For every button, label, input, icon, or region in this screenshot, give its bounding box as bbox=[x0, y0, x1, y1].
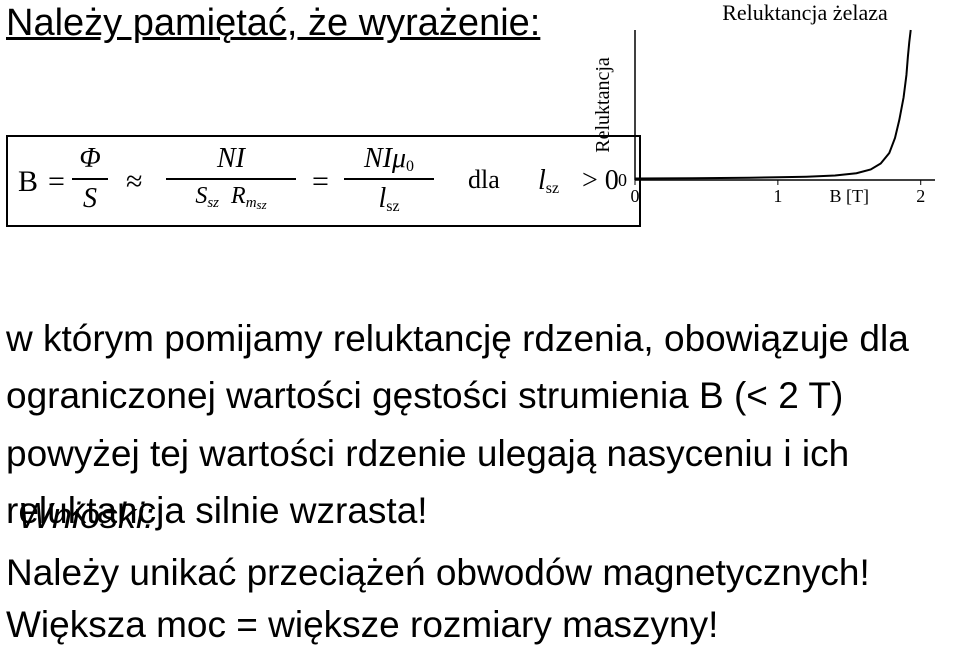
formula-B: B bbox=[18, 165, 38, 199]
heading: Należy pamiętać, że wyrażenie: bbox=[6, 2, 540, 45]
NI-1: NI bbox=[166, 143, 296, 175]
chart-svg: 0120B [T]ReluktancjaReluktancja żelaza bbox=[591, 0, 945, 214]
frac-NI-over-SszRm: NI Ssz Rmsz bbox=[166, 143, 296, 210]
formula-eq2: = bbox=[312, 165, 329, 199]
svg-text:B [T]: B [T] bbox=[830, 186, 870, 206]
SszRmsz: Ssz Rmsz bbox=[166, 183, 296, 210]
conclusion-1: Należy unikać przeciążeń obwodów magnety… bbox=[6, 552, 870, 594]
NImu0: NIμ0 bbox=[344, 143, 434, 175]
svg-text:Reluktancja żelaza: Reluktancja żelaza bbox=[722, 0, 888, 25]
formula-eq1: = bbox=[48, 165, 65, 199]
S: S bbox=[72, 183, 108, 215]
reluctance-chart: 0120B [T]ReluktancjaReluktancja żelaza bbox=[591, 0, 945, 219]
svg-text:2: 2 bbox=[916, 186, 925, 206]
formula-lsz: lsz bbox=[538, 165, 559, 197]
frac-NImu0-over-lsz: NIμ0 lsz bbox=[344, 143, 434, 215]
body-line-3: powyżej tej wartości rdzenie ulegają nas… bbox=[6, 433, 849, 474]
formula-approx: ≈ bbox=[126, 165, 142, 199]
phi: Φ bbox=[72, 143, 108, 175]
formula-box: B = Φ S ≈ NI Ssz Rmsz = NIμ0 bbox=[6, 135, 641, 227]
lsz-den: lsz bbox=[344, 183, 434, 215]
conclusion-2: Większa moc = większe rozmiary maszyny! bbox=[6, 604, 718, 646]
svg-text:1: 1 bbox=[773, 186, 782, 206]
body-line-1: w którym pomijamy reluktancję rdzenia, o… bbox=[6, 318, 909, 359]
body-line-2: ograniczonej wartości gęstości strumieni… bbox=[6, 375, 843, 416]
wnioski-label: Wnioski: bbox=[18, 495, 154, 537]
formula-gt0: > 0 bbox=[582, 165, 619, 197]
formula-dla: dla bbox=[468, 165, 500, 195]
frac-phi-over-S: Φ S bbox=[72, 143, 108, 215]
